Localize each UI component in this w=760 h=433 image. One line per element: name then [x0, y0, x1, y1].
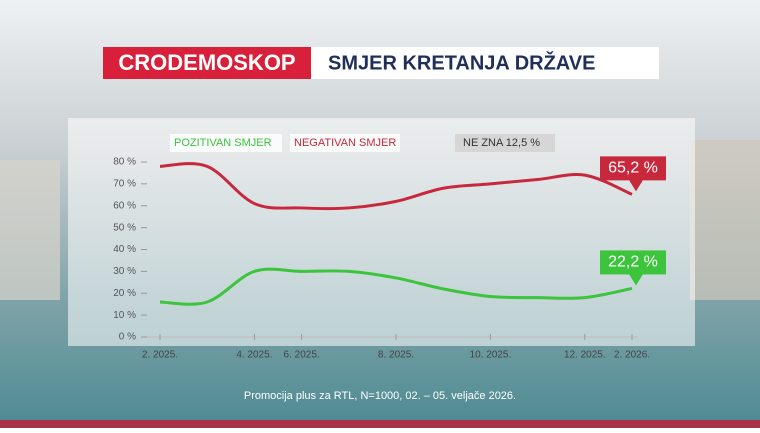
legend-box — [290, 134, 400, 152]
brand: CRODEMOSKOP — [118, 50, 295, 75]
y-tick-label: 20 % — [113, 288, 136, 299]
y-tick-label: 40 % — [113, 244, 136, 255]
series-line — [159, 267, 633, 306]
x-tick-label: 6. 2025. — [284, 350, 320, 361]
y-tick-label: 60 % — [113, 200, 136, 211]
legend-box — [170, 134, 282, 152]
building-right — [690, 140, 760, 300]
y-tick-label: 80 % — [113, 157, 136, 168]
legend-label: NEGATIVAN SMJER — [294, 137, 396, 149]
value-label: 65,2 % — [608, 160, 658, 177]
title-box — [311, 47, 659, 79]
y-tick-label: 50 % — [113, 222, 136, 233]
y-tick-label: 30 % — [113, 266, 136, 277]
x-tick-label: 10. 2025. — [470, 350, 512, 361]
x-tick-label: 12. 2025. — [564, 350, 606, 361]
y-tick-label: 10 % — [113, 310, 136, 321]
chart-title: SMJER KRETANJA DRŽAVE — [328, 50, 595, 74]
chart-panel — [68, 118, 695, 346]
value-label-box — [600, 156, 666, 181]
y-tick-label: 70 % — [113, 179, 136, 190]
annotation: NE ZNA 12,5 % — [463, 137, 540, 149]
x-tick-label: 4. 2025. — [236, 350, 272, 361]
x-tick-label: 2. 2026. — [614, 350, 650, 361]
y-tick-label: 0 % — [119, 332, 136, 343]
bottom-strip — [0, 420, 760, 428]
annotation-box — [455, 134, 555, 152]
building-left — [0, 160, 60, 300]
label-pointer — [628, 178, 644, 192]
value-label: 22,2 % — [608, 254, 658, 271]
x-tick-label: 2. 2025. — [142, 350, 178, 361]
legend-label: POZITIVAN SMJER — [174, 137, 272, 149]
x-tick-label: 8. 2025. — [378, 350, 414, 361]
label-pointer — [628, 272, 644, 286]
brand-box — [103, 47, 311, 79]
source: Promocija plus za RTL, N=1000, 02. – 05.… — [244, 390, 516, 402]
series-line — [159, 162, 633, 211]
value-label-box — [600, 250, 666, 275]
